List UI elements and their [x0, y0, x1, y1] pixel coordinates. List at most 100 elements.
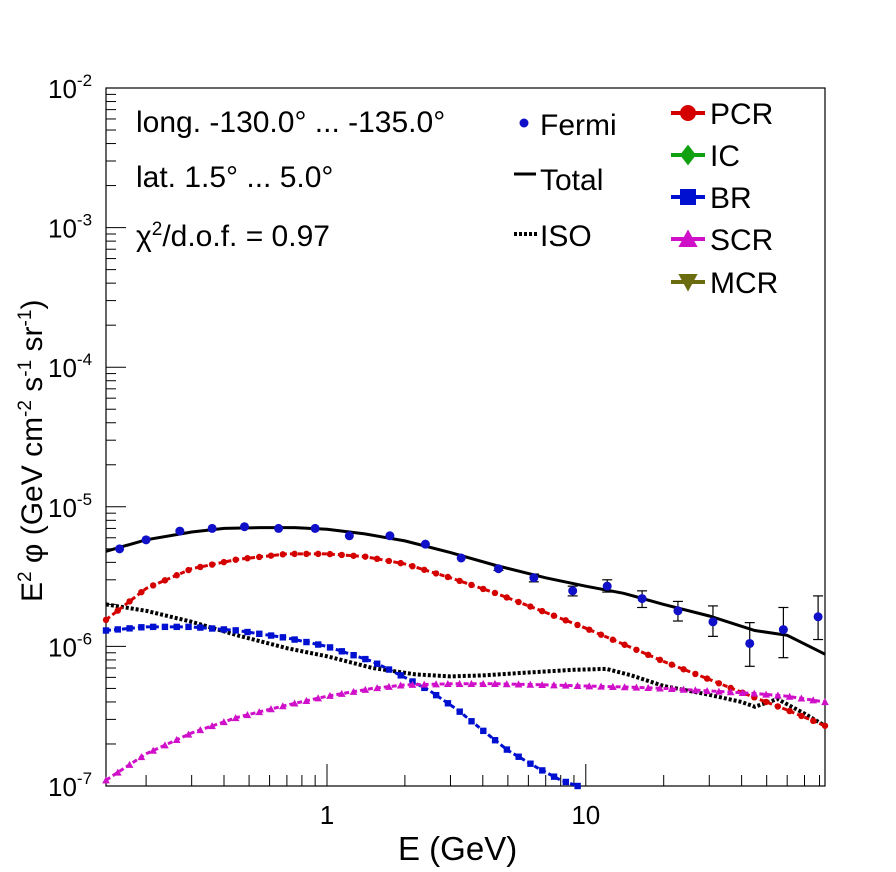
series-pcr-point	[727, 684, 734, 692]
series-pcr-point	[515, 598, 522, 606]
series-pcr-point	[256, 553, 263, 561]
series-br-point	[456, 708, 463, 715]
series-br-point	[373, 660, 381, 667]
fermi-point	[141, 535, 151, 545]
series-pcr-point	[503, 594, 510, 601]
series-pcr-point	[633, 646, 640, 653]
y-tick-label: 10-2	[48, 71, 92, 104]
series-br-point	[562, 778, 570, 786]
series-br-point	[232, 627, 239, 634]
series-scr-point	[821, 698, 829, 706]
series-total-line	[105, 526, 826, 656]
series-scr-point	[220, 718, 228, 726]
series-br-point	[315, 641, 322, 648]
series-pcr-point	[692, 670, 699, 678]
series-scr-point	[243, 711, 252, 719]
y-tick-exponent: -2	[77, 71, 92, 90]
series-scr-point	[125, 760, 134, 768]
series-br-point	[185, 623, 192, 631]
series-pcr-point	[149, 582, 157, 589]
series-scr-point	[267, 705, 275, 713]
series-pcr-point	[432, 570, 440, 577]
series-br-point	[480, 727, 487, 735]
legend-mcr-marker	[678, 274, 698, 292]
series-pcr-point	[444, 573, 452, 581]
series-br-point	[220, 626, 228, 633]
series-scr-point	[278, 702, 287, 710]
series-scr-point	[608, 682, 617, 690]
series-scr-point	[667, 685, 676, 693]
series-scr-point	[361, 685, 370, 693]
series-br-point	[550, 773, 558, 780]
series-br-point	[397, 672, 404, 679]
legend-scr-label: SCR	[710, 224, 773, 257]
series-scr-point	[231, 714, 240, 722]
fermi-point	[175, 526, 185, 536]
series-pcr-point	[267, 552, 275, 559]
series-scr-point	[502, 680, 511, 688]
series-pcr-point	[102, 616, 110, 624]
fermi-point	[385, 531, 395, 541]
series-pcr-point	[208, 561, 216, 568]
series-br-point	[574, 782, 581, 790]
x-tick-label: 1	[320, 800, 334, 830]
series-pcr-point	[291, 550, 298, 558]
series-pcr-point	[338, 551, 345, 559]
series-pcr-point	[574, 621, 581, 629]
legend-pcr-label: PCR	[710, 98, 773, 131]
series-scr-point	[373, 684, 381, 692]
fermi-point	[745, 638, 755, 648]
legend-br-marker	[680, 189, 696, 205]
y-tick-exponent: -3	[77, 211, 92, 230]
series-br-point	[385, 666, 393, 673]
series-pcr-point	[703, 675, 711, 682]
series-scr-point	[443, 679, 452, 688]
series-scr-point	[491, 679, 499, 687]
series-scr-point	[691, 686, 700, 694]
series-pcr-point	[350, 552, 357, 559]
y-tick-label: 10-6	[48, 629, 92, 662]
series-scr-point	[738, 688, 747, 696]
series-pcr-point	[244, 555, 251, 562]
series-scr-point	[349, 687, 358, 695]
series-scr-point	[172, 735, 181, 743]
x-tick-label: 10	[571, 800, 600, 830]
fermi-point	[778, 625, 788, 635]
series-scr-point	[620, 683, 629, 691]
series-br-point	[244, 628, 251, 636]
series-pcr-point	[197, 563, 204, 571]
series-layer	[102, 526, 829, 790]
y-tick-label: 10-3	[48, 211, 92, 244]
series-scr-point	[561, 681, 570, 689]
series-scr-point	[102, 776, 110, 784]
fermi-point	[637, 594, 647, 604]
series-scr-point	[774, 691, 782, 699]
series-pcr-point	[527, 603, 534, 610]
series-pcr-point	[538, 607, 546, 615]
series-pcr-point	[491, 589, 499, 597]
series-scr-line	[105, 682, 826, 782]
series-scr-point	[597, 682, 605, 690]
series-scr-point	[785, 692, 794, 700]
y-tick-label: 10-4	[48, 350, 92, 383]
series-scr-point	[726, 688, 735, 696]
series-scr-point	[632, 683, 641, 691]
series-scr-point	[809, 696, 818, 704]
series-pcr-point	[232, 556, 239, 563]
series-scr-point	[750, 689, 759, 697]
series-pcr-point	[362, 553, 369, 560]
series-br-point	[279, 634, 287, 641]
series-br-point	[350, 651, 357, 659]
series-pcr-point	[409, 562, 416, 570]
x-axis-ticks: 1 10	[145, 764, 821, 830]
series-scr-point	[550, 681, 558, 689]
series-pcr-point	[621, 641, 628, 648]
series-scr-point	[432, 680, 440, 688]
fermi-point	[529, 573, 539, 583]
series-br-point	[491, 737, 499, 744]
series-scr-point	[526, 680, 535, 688]
series-br-point	[173, 623, 180, 631]
series-br-point	[149, 623, 157, 631]
series-scr-point	[644, 684, 653, 692]
